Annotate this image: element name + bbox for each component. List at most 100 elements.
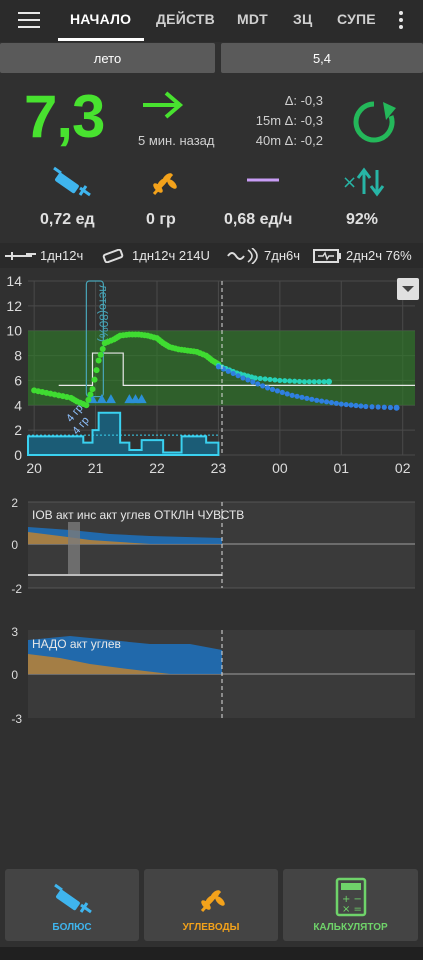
bolus-marker [96,394,107,404]
prediction-cob [306,379,312,385]
cob-value: 0 гр [146,211,176,228]
time-ago: 5 мин. назад [138,133,215,148]
prediction-iob [393,404,400,411]
cannula-age: 1дн12ч [40,248,84,263]
top-app-bar: НАЧАЛО ДЕЙСТВ MDT ЗЦ СУПЕ [0,0,423,42]
target-button[interactable]: 5,4 [221,43,423,73]
autosens-icon[interactable]: × [342,166,386,198]
iob-ytick-top: 2 [11,496,18,510]
x-tick-label: 23 [211,460,227,476]
bg-reading [95,357,102,364]
loop-status-icon[interactable] [350,98,398,146]
iob-graph[interactable]: IOB акт инс акт углев ОТКЛН ЧУВСТВ 2 0 -… [0,492,423,602]
calculator-button[interactable]: + − × = КАЛЬКУЛЯТОР [283,869,418,941]
delta-40m: 40m Δ: -0,2 [255,133,323,148]
y-tick-label: 12 [6,298,22,314]
tab-mdt[interactable]: MDT [237,11,268,27]
prediction-cob [296,378,303,385]
wheat-icon[interactable] [150,168,180,196]
iob-legend: IOB акт инс акт углев ОТКЛН ЧУВСТВ [32,508,244,522]
prediction-iob [255,381,261,387]
x-tick-label: 21 [88,460,104,476]
activity-legend: НАДО акт углев [32,637,121,651]
bg-reading [97,351,104,358]
y-tick-label: 14 [6,273,22,289]
prediction-iob [375,404,381,410]
bolus-marker [105,394,116,404]
prediction-cob [292,378,298,384]
x-tick-label: 02 [395,460,411,476]
bg-reading [85,396,92,403]
autosens-value: 92% [346,211,379,228]
carbs-button[interactable]: УГЛЕВОДЫ [144,869,278,941]
prediction-iob [245,377,251,383]
iob-ytick-zero: 0 [11,538,18,552]
prediction-iob [279,389,285,395]
profile-switch-marker [85,280,104,398]
bolus-label: БОЛЮС [52,922,92,933]
svg-text:× =: × = [342,904,362,915]
prediction-iob [319,398,325,404]
tab-super[interactable]: СУПЕ [337,11,376,27]
prediction-cob [262,376,268,382]
sensor-icon [227,248,258,264]
x-tick-label: 20 [26,460,42,476]
sensor-age: 7дн6ч [264,248,300,263]
x-tick-label: 00 [272,460,288,476]
y-tick-label: 0 [14,447,22,463]
profile-button[interactable]: лето [0,43,215,73]
activity-ytick-zero: 0 [11,668,18,682]
svg-text:×: × [342,172,357,193]
basal-value: 0,68 ед/ч [224,211,293,228]
prediction-cob [326,378,332,385]
bolus-button[interactable]: БОЛЮС [5,869,139,941]
hamburger-menu-icon[interactable] [18,12,40,29]
battery-icon [313,249,341,263]
prediction-iob [369,404,375,410]
prediction-iob [323,399,330,405]
prediction-iob [225,368,231,374]
y-tick-label: 2 [14,422,22,438]
profile-switch-label: лето(80%) [96,285,110,342]
prediction-iob [348,402,354,408]
carbs-wheat-icon [200,889,225,913]
overflow-menu-icon[interactable] [398,11,404,31]
prediction-iob [215,364,222,370]
prediction-cob [311,379,317,385]
tab-actions[interactable]: ДЕЙСТВ [156,11,215,27]
prediction-iob [338,401,344,407]
syringe-icon[interactable] [50,164,96,198]
prediction-iob [358,403,364,409]
prediction-iob [304,395,310,401]
active-tab-indicator [58,38,144,41]
y-tick-label: 10 [6,323,22,339]
prediction-cob [267,376,273,383]
dropdown-icon [402,286,414,292]
prediction-cob [301,379,308,385]
prediction-iob [343,401,349,408]
bolus-syringe-icon [54,883,92,914]
prediction-cob [252,375,258,381]
tab-home[interactable]: НАЧАЛО [70,11,132,27]
delta-15m: 15m Δ: -0,3 [255,113,323,128]
basal-rate-icon[interactable] [246,176,280,184]
prediction-iob [230,370,236,377]
bg-value[interactable]: 7,3 [24,83,105,150]
prediction-iob [269,386,276,392]
trend-arrow-icon [143,91,184,119]
tab-bg-source[interactable]: ЗЦ [293,11,313,27]
prediction-iob [328,399,335,406]
prediction-iob [353,402,359,409]
carbs-label: УГЛЕВОДЫ [182,922,240,933]
bg-reading [91,376,98,383]
battery-status: 2дн2ч 76% [346,248,412,263]
cob-area [28,532,150,544]
activity-graph[interactable]: НАДО акт углев 3 0 -3 [0,622,423,732]
prediction-iob [274,388,280,394]
prediction-iob [387,404,394,411]
activity-ytick-bottom: -3 [11,712,22,726]
x-tick-label: 22 [149,460,165,476]
prediction-iob [240,375,246,381]
activity-ytick-top: 3 [11,625,18,639]
